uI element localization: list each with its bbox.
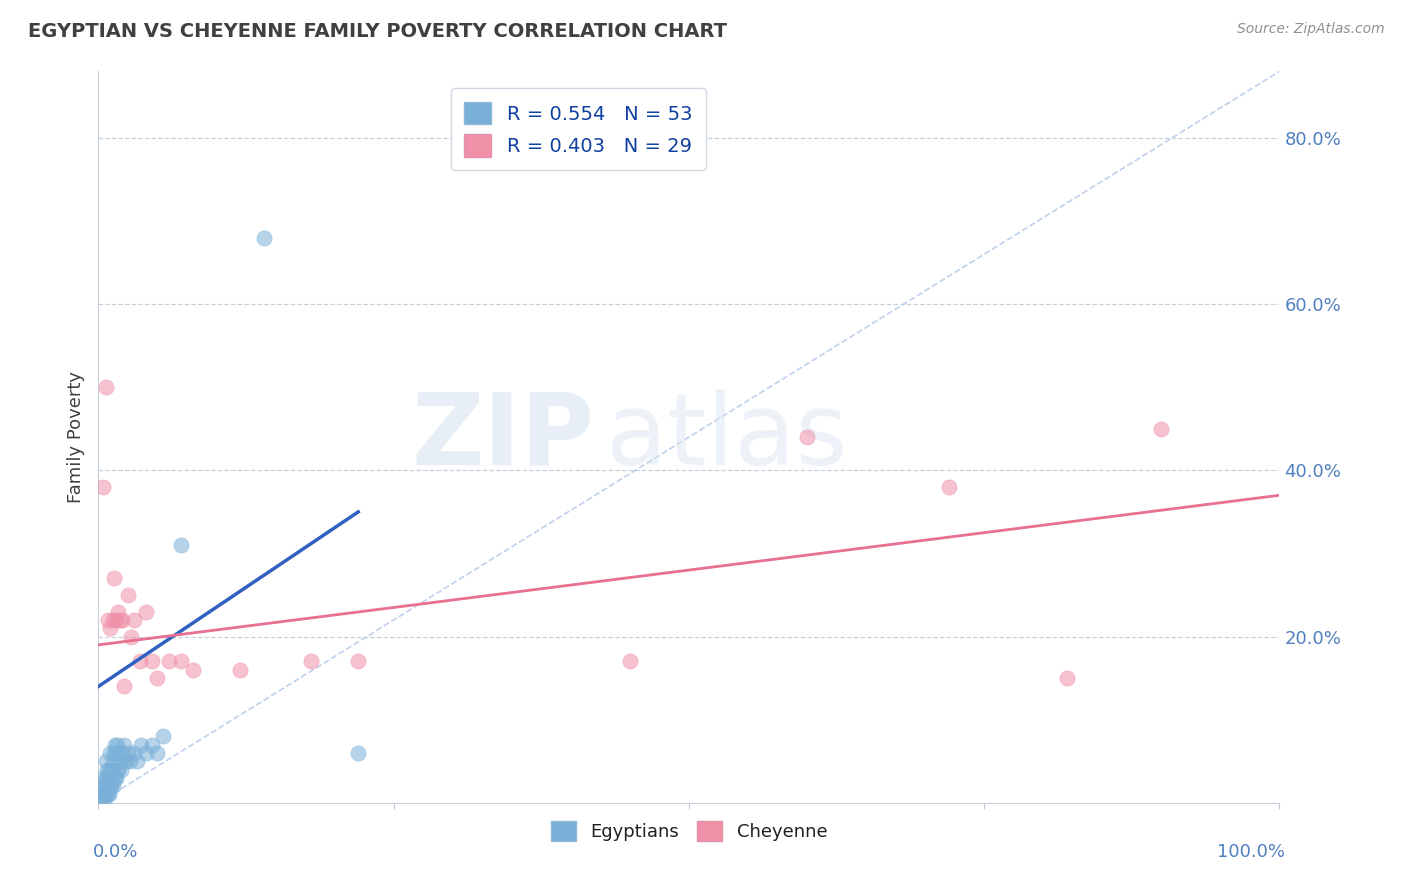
Point (101, 754, 124, 768)
Point (128, 655, 150, 669)
Point (93, 796, 115, 810)
Legend: Egyptians, Cheyenne: Egyptians, Cheyenne (543, 814, 835, 848)
Point (105, 613, 128, 627)
Point (96, 788, 118, 802)
Point (108, 754, 131, 768)
Point (157, 655, 180, 669)
Point (91, 779, 114, 793)
Point (129, 738, 152, 752)
Point (108, 613, 131, 627)
Point (94, 754, 117, 768)
Point (91, 788, 114, 802)
Point (135, 605, 157, 619)
Point (91, 480, 114, 494)
Point (120, 754, 142, 768)
Point (94, 380, 117, 394)
Point (107, 605, 129, 619)
Point (299, 655, 322, 669)
Point (111, 613, 134, 627)
Point (141, 738, 163, 752)
Point (122, 613, 145, 627)
Point (253, 230, 276, 244)
Point (103, 771, 125, 785)
Point (97, 771, 120, 785)
Text: atlas: atlas (606, 389, 848, 485)
Point (105, 738, 128, 752)
Point (146, 746, 169, 760)
Point (107, 763, 129, 777)
Point (97, 788, 120, 802)
Point (94, 771, 117, 785)
Point (96, 763, 118, 777)
Text: 100.0%: 100.0% (1218, 843, 1285, 861)
Point (152, 729, 174, 743)
Point (100, 779, 122, 793)
Point (347, 746, 370, 760)
Point (1056, 671, 1078, 685)
Point (90, 796, 112, 810)
Point (98, 746, 121, 760)
Point (619, 655, 641, 669)
Text: EGYPTIAN VS CHEYENNE FAMILY POVERTY CORRELATION CHART: EGYPTIAN VS CHEYENNE FAMILY POVERTY CORR… (28, 22, 727, 41)
Point (112, 754, 135, 768)
Text: Source: ZipAtlas.com: Source: ZipAtlas.com (1237, 22, 1385, 37)
Point (122, 746, 145, 760)
Text: ZIP: ZIP (412, 389, 595, 485)
Point (100, 763, 122, 777)
Point (105, 771, 128, 785)
Point (98, 779, 121, 793)
Point (796, 430, 818, 444)
Point (101, 613, 124, 627)
Point (103, 571, 125, 585)
Point (112, 738, 135, 752)
Point (170, 538, 193, 552)
Point (141, 655, 163, 669)
Point (229, 663, 252, 677)
Point (93, 779, 115, 793)
Point (98, 621, 121, 635)
Point (347, 655, 370, 669)
Point (110, 763, 132, 777)
Point (98, 788, 121, 802)
Point (114, 754, 136, 768)
Point (91, 788, 114, 802)
Text: 0.0%: 0.0% (93, 843, 138, 861)
Point (98, 779, 121, 793)
Point (101, 779, 124, 793)
Point (121, 630, 143, 644)
Point (105, 763, 128, 777)
Point (938, 480, 960, 494)
Point (117, 746, 139, 760)
Point (96, 779, 118, 793)
Point (97, 613, 120, 627)
Point (104, 771, 127, 785)
Point (93, 788, 115, 802)
Point (146, 671, 169, 685)
Point (104, 738, 127, 752)
Point (135, 746, 157, 760)
Y-axis label: Family Poverty: Family Poverty (66, 371, 84, 503)
Point (1150, 422, 1173, 436)
Point (98, 763, 121, 777)
Point (91, 771, 114, 785)
Point (127, 754, 149, 768)
Point (117, 588, 139, 602)
Point (181, 663, 204, 677)
Point (103, 746, 125, 760)
Point (105, 746, 128, 760)
Point (170, 655, 193, 669)
Point (98, 771, 121, 785)
Point (112, 680, 135, 694)
Point (111, 746, 134, 760)
Point (94, 788, 117, 802)
